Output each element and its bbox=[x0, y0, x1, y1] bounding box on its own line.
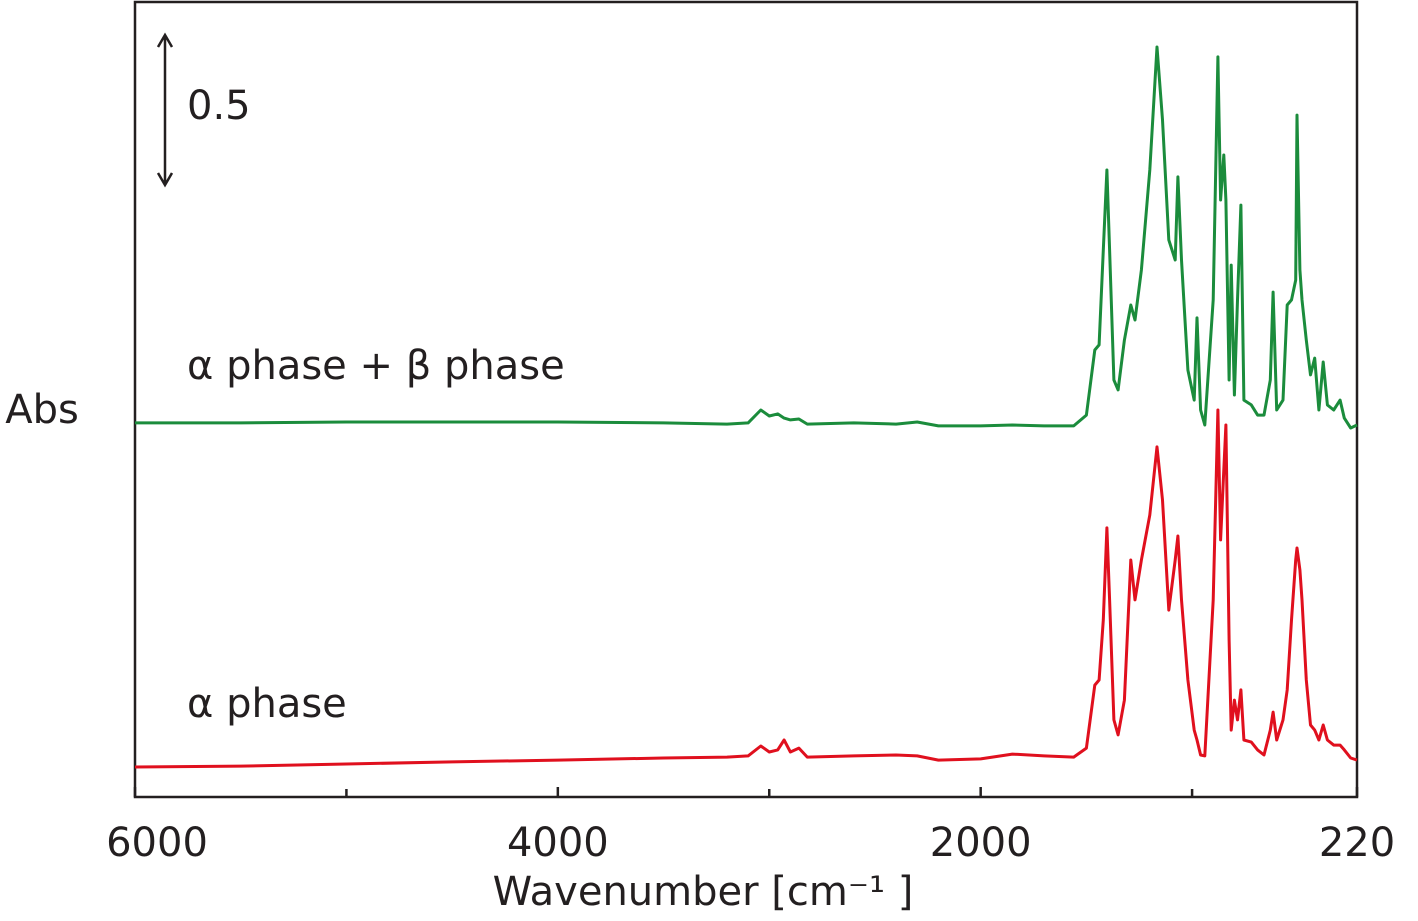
x-tick-label: 6000 bbox=[106, 820, 208, 866]
y-axis-label: Abs bbox=[5, 387, 79, 433]
series-label: α phase + β phase bbox=[187, 343, 565, 389]
plot-frame bbox=[133, 0, 1359, 799]
scale-bar-label: 0.5 bbox=[187, 83, 251, 129]
spectrum-line bbox=[134, 408, 1358, 769]
scale-bar bbox=[156, 32, 174, 188]
x-tick-label: 4000 bbox=[507, 820, 609, 866]
series-label: α phase bbox=[187, 681, 347, 727]
x-axis-label: Wavenumber [cm⁻¹ ] bbox=[493, 869, 914, 915]
spectrum-line bbox=[135, 45, 1358, 430]
x-tick-label: 2000 bbox=[930, 820, 1032, 866]
x-tick-label: 220 bbox=[1319, 820, 1395, 866]
